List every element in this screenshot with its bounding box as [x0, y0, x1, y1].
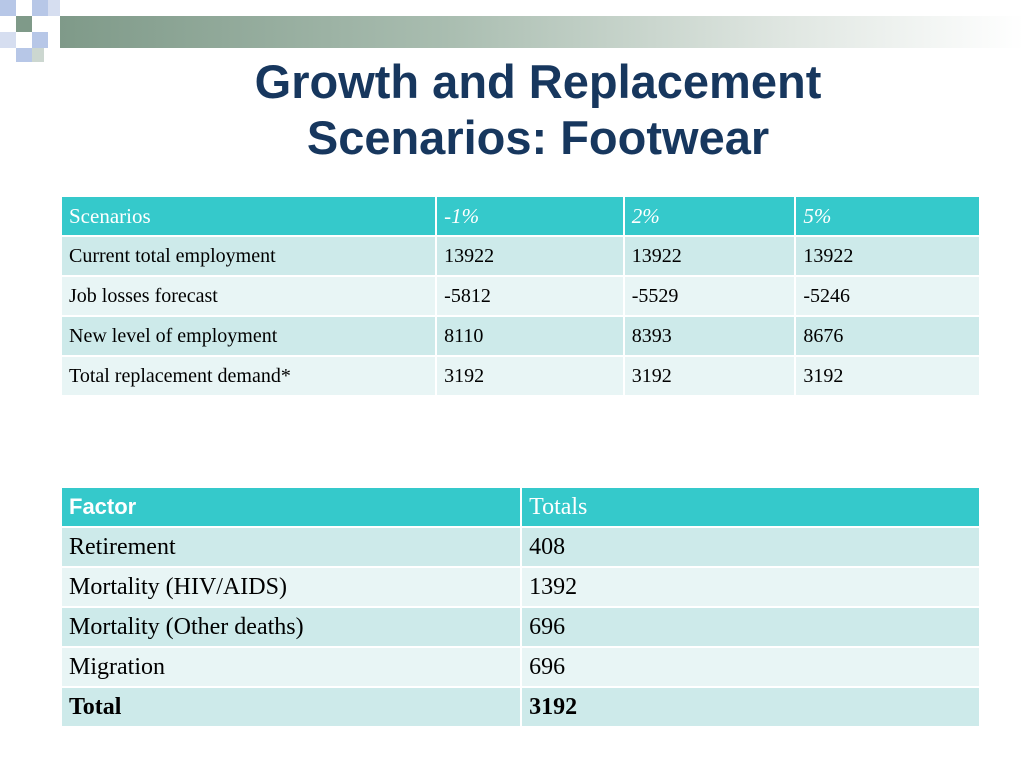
decor-square — [16, 16, 32, 32]
table-total-row: Total 3192 — [59, 686, 981, 728]
cell-value: -5529 — [622, 275, 797, 317]
row-label: Mortality (HIV/AIDS) — [59, 566, 523, 608]
table-row: Mortality (HIV/AIDS) 1392 — [59, 566, 981, 608]
row-label: Total replacement demand* — [59, 355, 438, 397]
slide-title: Growth and Replacement Scenarios: Footwe… — [254, 55, 822, 164]
cell-value: 696 — [520, 606, 981, 648]
total-label: Total — [59, 686, 523, 728]
cell-value: 13922 — [794, 235, 981, 277]
table-header-row: Factor Totals — [59, 486, 981, 528]
header-cell: Factor — [59, 486, 523, 528]
cell-value: 3192 — [435, 355, 625, 397]
table-row: Total replacement demand* 3192 3192 3192 — [59, 355, 981, 397]
scenarios-table: Scenarios -1% 2% 5% Current total employ… — [59, 195, 981, 397]
header-cell: Totals — [520, 486, 981, 528]
header-cell: -1% — [435, 195, 625, 237]
row-label: Mortality (Other deaths) — [59, 606, 523, 648]
total-value: 3192 — [520, 686, 981, 728]
cell-value: 408 — [520, 526, 981, 568]
row-label: Retirement — [59, 526, 523, 568]
decor-square — [0, 0, 16, 16]
decor-square — [32, 48, 44, 62]
cell-value: 3192 — [794, 355, 981, 397]
decor-square — [32, 0, 48, 16]
header-cell: 5% — [794, 195, 981, 237]
row-label: Current total employment — [59, 235, 438, 277]
cell-value: 8110 — [435, 315, 625, 357]
table-row: Mortality (Other deaths) 696 — [59, 606, 981, 648]
decor-square — [32, 32, 48, 48]
decor-square — [48, 0, 60, 16]
cell-value: 8676 — [794, 315, 981, 357]
table-row: Job losses forecast -5812 -5529 -5246 — [59, 275, 981, 317]
table-header-row: Scenarios -1% 2% 5% — [59, 195, 981, 237]
cell-value: 3192 — [622, 355, 797, 397]
cell-value: 13922 — [622, 235, 797, 277]
row-label: Migration — [59, 646, 523, 688]
cell-value: -5246 — [794, 275, 981, 317]
cell-value: -5812 — [435, 275, 625, 317]
table-row: Migration 696 — [59, 646, 981, 688]
header-cell: Scenarios — [59, 195, 438, 237]
header-cell: 2% — [622, 195, 797, 237]
table-row: New level of employment 8110 8393 8676 — [59, 315, 981, 357]
decor-square — [16, 48, 32, 62]
cell-value: 1392 — [520, 566, 981, 608]
header-decoration-bar — [60, 16, 1024, 48]
row-label: New level of employment — [59, 315, 438, 357]
table-row: Current total employment 13922 13922 139… — [59, 235, 981, 277]
cell-value: 13922 — [435, 235, 625, 277]
cell-value: 696 — [520, 646, 981, 688]
cell-value: 8393 — [622, 315, 797, 357]
row-label: Job losses forecast — [59, 275, 438, 317]
factor-table: Factor Totals Retirement 408 Mortality (… — [59, 486, 981, 728]
table-row: Retirement 408 — [59, 526, 981, 568]
decor-square — [0, 32, 16, 48]
